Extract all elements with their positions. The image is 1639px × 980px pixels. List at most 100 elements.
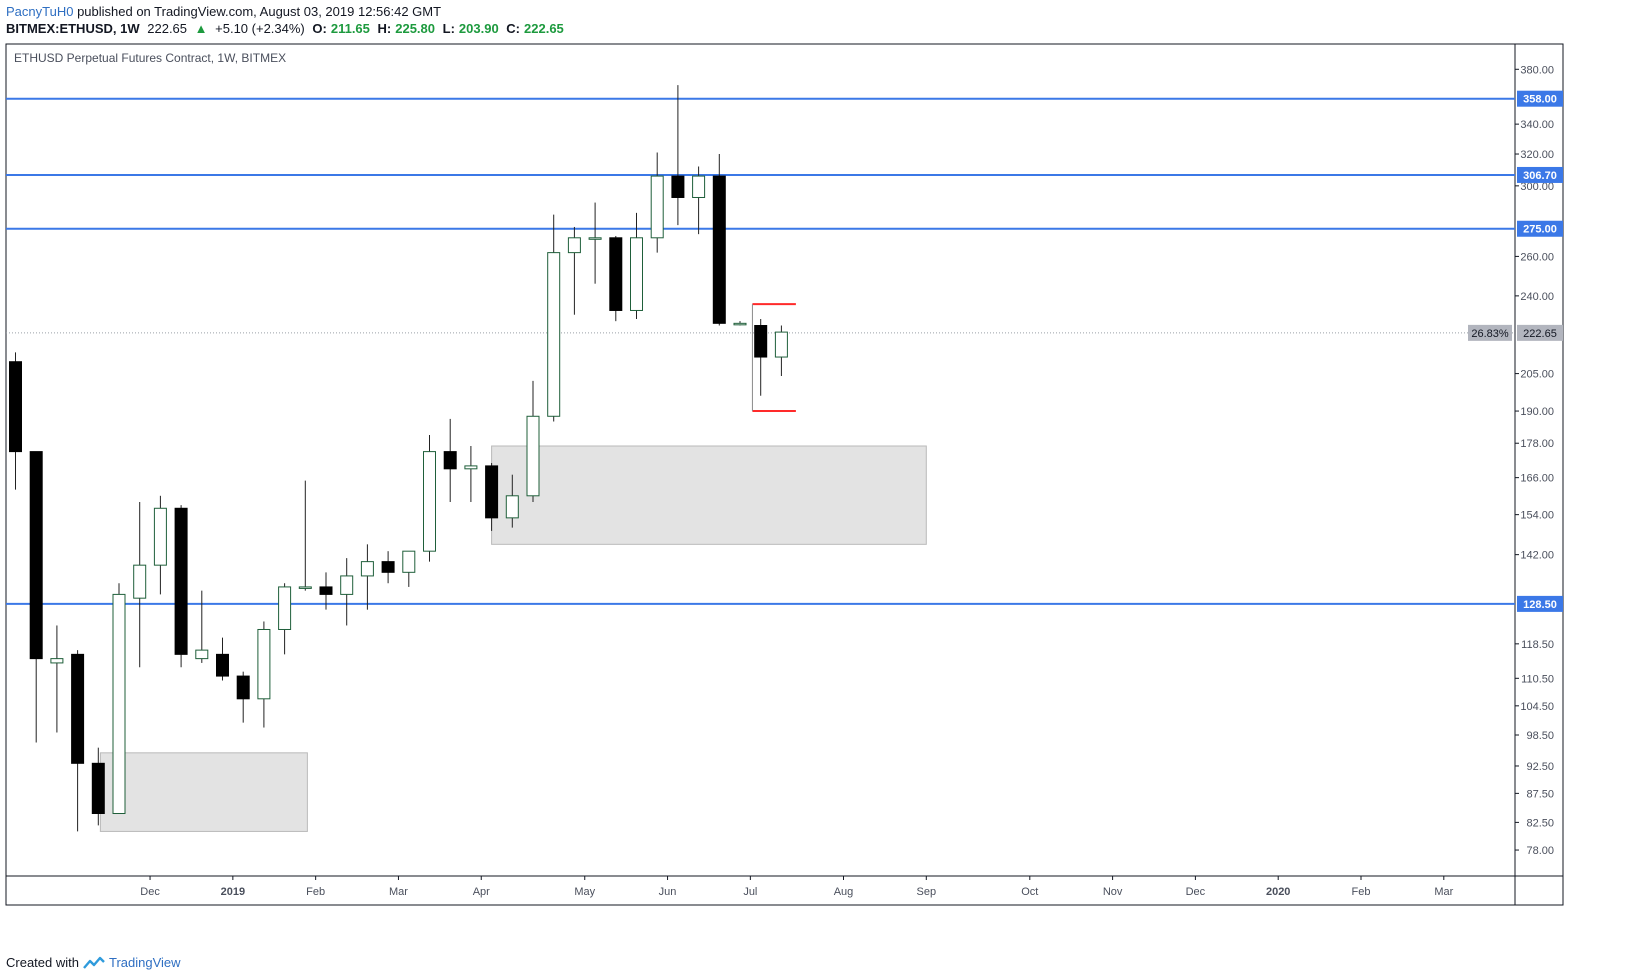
candle bbox=[650, 152, 664, 253]
candle-body-down bbox=[443, 451, 457, 470]
price-tick-label: 87.50 bbox=[1526, 788, 1554, 800]
price-tick-label: 118.50 bbox=[1521, 639, 1554, 651]
candle-body-up bbox=[257, 628, 271, 700]
candle bbox=[153, 495, 167, 595]
time-tick-label: Dec bbox=[140, 886, 160, 898]
price-tick-label: 104.50 bbox=[1520, 701, 1554, 713]
candle bbox=[91, 747, 105, 826]
price-tick-label: 154.00 bbox=[1520, 510, 1554, 522]
level-price-tag bbox=[1517, 90, 1563, 107]
candle-body-down bbox=[216, 653, 229, 677]
ohlc-legend: BITMEX:ETHUSD, 1W 222.65 ▲ +5.10 (+2.34%… bbox=[6, 21, 568, 36]
candle bbox=[257, 621, 271, 728]
time-tick-label: Dec bbox=[1186, 886, 1206, 898]
candle bbox=[360, 544, 374, 610]
price-tick-label: 300.00 bbox=[1520, 181, 1554, 193]
candle-body-up bbox=[650, 175, 664, 239]
candle-body-up bbox=[360, 561, 374, 577]
close-value: 222.65 bbox=[524, 21, 564, 36]
publish-info: PacnyTuH0 published on TradingView.com, … bbox=[6, 4, 441, 19]
author-link[interactable]: PacnyTuH0 bbox=[6, 4, 74, 19]
time-tick-label: Feb bbox=[306, 886, 325, 898]
chart-title: ETHUSD Perpetual Futures Contract, 1W, B… bbox=[14, 51, 286, 65]
level-price-label: 275.00 bbox=[1523, 224, 1557, 236]
candle-body-down bbox=[319, 586, 333, 595]
candle bbox=[278, 583, 292, 655]
candle-body-up bbox=[774, 331, 788, 358]
time-tick-label: Sep bbox=[917, 886, 937, 898]
published-text: published on TradingView.com, August 03,… bbox=[77, 4, 442, 19]
candle-body-down bbox=[609, 237, 623, 311]
candle bbox=[443, 418, 457, 502]
candle bbox=[754, 319, 768, 396]
candle bbox=[588, 202, 602, 284]
price-tick-label: 320.00 bbox=[1520, 149, 1554, 161]
tradingview-link[interactable]: TradingView bbox=[108, 955, 181, 970]
range-percent-tag bbox=[1468, 324, 1512, 341]
price-tick-label: 240.00 bbox=[1520, 291, 1554, 303]
last-price-label: 222.65 bbox=[1523, 328, 1557, 340]
level-price-label: 306.70 bbox=[1523, 170, 1557, 182]
candle bbox=[774, 325, 788, 377]
price-tick-label: 166.00 bbox=[1520, 473, 1554, 485]
candle bbox=[485, 463, 499, 531]
candle-body-up bbox=[278, 586, 292, 630]
candle-body-down bbox=[236, 675, 250, 700]
time-tick-label: Jul bbox=[743, 886, 757, 898]
time-tick-label: Feb bbox=[1352, 886, 1371, 898]
open-value: 211.65 bbox=[330, 21, 370, 36]
candle-body-down bbox=[754, 325, 768, 358]
created-with-label: Created with bbox=[6, 955, 79, 970]
low-value: 203.90 bbox=[458, 21, 499, 36]
candle-body-down bbox=[485, 465, 499, 519]
candle bbox=[402, 550, 416, 587]
candle-body-up bbox=[340, 575, 354, 595]
candle bbox=[423, 434, 436, 562]
candle bbox=[526, 380, 540, 502]
open-label: O: bbox=[312, 21, 327, 36]
candle-body-down bbox=[91, 762, 105, 815]
candle bbox=[671, 85, 685, 226]
candle bbox=[71, 650, 85, 832]
price-tick-label: 142.00 bbox=[1520, 550, 1554, 562]
last-price: 222.65 bbox=[147, 21, 188, 36]
demand-zone bbox=[99, 752, 308, 832]
price-tick-label: 178.00 bbox=[1520, 438, 1554, 450]
price-tick-label: 78.00 bbox=[1526, 845, 1554, 857]
time-tick-label: Mar bbox=[389, 886, 408, 898]
candle-body-down bbox=[9, 361, 22, 453]
candle bbox=[298, 480, 312, 591]
candle-body-up bbox=[630, 237, 643, 311]
up-triangle-icon: ▲ bbox=[194, 21, 208, 36]
tradingview-logo-icon bbox=[83, 956, 105, 969]
level-price-tag bbox=[1517, 595, 1563, 612]
price-tick-label: 98.50 bbox=[1526, 730, 1554, 742]
candle-body-up bbox=[733, 322, 747, 326]
price-tick-label: 110.50 bbox=[1521, 673, 1554, 685]
price-tick-label: 190.00 bbox=[1520, 406, 1554, 418]
time-tick-label: Oct bbox=[1021, 886, 1038, 898]
candle bbox=[9, 352, 22, 490]
footer: Created with TradingView bbox=[6, 955, 181, 970]
level-price-tag bbox=[1517, 220, 1563, 237]
candle-body-up bbox=[133, 564, 147, 599]
candle-body-up bbox=[195, 649, 209, 660]
candle-body-up bbox=[505, 495, 519, 519]
candle bbox=[216, 637, 229, 681]
candle-body-up bbox=[402, 550, 416, 573]
candle bbox=[712, 154, 726, 326]
change-value: +5.10 (+2.34%) bbox=[215, 21, 305, 36]
price-tick-label: 82.50 bbox=[1526, 817, 1554, 829]
candle bbox=[112, 583, 126, 815]
price-tick-label: 340.00 bbox=[1520, 119, 1554, 131]
close-label: C: bbox=[506, 21, 521, 36]
candle bbox=[381, 551, 395, 584]
time-tick-label: Nov bbox=[1103, 886, 1123, 898]
candle bbox=[133, 501, 147, 668]
candle-body-up bbox=[423, 451, 436, 552]
level-price-tag bbox=[1517, 166, 1563, 183]
time-tick-label: 2019 bbox=[221, 886, 245, 898]
low-label: L: bbox=[442, 21, 455, 36]
time-tick-label: Jun bbox=[659, 886, 677, 898]
